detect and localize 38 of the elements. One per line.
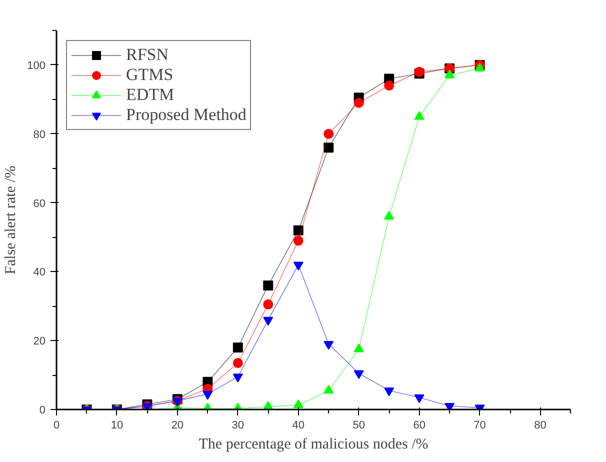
- legend-label: GTMS: [126, 65, 174, 85]
- point: [474, 62, 485, 72]
- point: [384, 80, 394, 91]
- point: [384, 210, 394, 220]
- point: [324, 384, 334, 394]
- x-tick-label: 30: [232, 420, 244, 432]
- x-tick-label: 60: [413, 420, 426, 432]
- x-tick-label: 10: [110, 420, 124, 432]
- y-axis-title: False alert rate /%: [3, 166, 20, 274]
- legend-label: Proposed Method: [126, 105, 246, 125]
- x-tick-label: 40: [292, 420, 305, 432]
- point: [293, 236, 304, 246]
- y-tick-label: 80: [33, 128, 46, 141]
- x-tick-label: 20: [171, 420, 184, 432]
- point: [263, 299, 274, 310]
- y-tick-label: 60: [33, 198, 46, 210]
- point: [354, 98, 364, 108]
- x-tick-label: 50: [352, 420, 365, 432]
- point: [324, 142, 334, 153]
- x-axis-title: The percentage of malicious nodes /%: [198, 436, 428, 452]
- point: [232, 358, 243, 368]
- y-tick-label: 40: [33, 266, 46, 279]
- point: [232, 342, 243, 352]
- point: [354, 344, 364, 352]
- x-tick-label: 0: [53, 420, 60, 432]
- y-tick-label: 0: [39, 404, 46, 416]
- y-tick-label: 20: [33, 336, 46, 348]
- point: [324, 128, 334, 139]
- point: [444, 70, 455, 78]
- point: [293, 225, 304, 236]
- point: [414, 110, 424, 120]
- point: [263, 280, 274, 290]
- x-tick-label: 70: [474, 420, 486, 432]
- legend-label: RFSN: [126, 45, 169, 65]
- point: [293, 399, 304, 408]
- x-tick-label: 80: [534, 420, 546, 432]
- legend-label: EDTM: [126, 85, 174, 105]
- y-tick-label: 100: [27, 60, 46, 72]
